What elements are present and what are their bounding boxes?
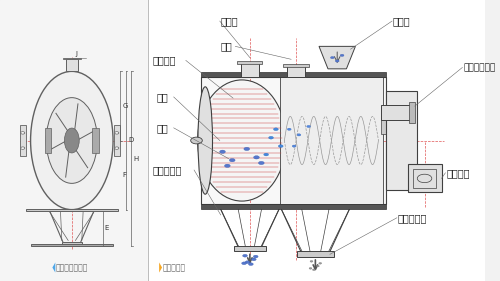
Circle shape (114, 132, 119, 134)
Bar (414, 169, 436, 188)
Circle shape (292, 145, 296, 147)
Polygon shape (52, 262, 56, 273)
Text: H: H (134, 156, 138, 162)
Circle shape (309, 268, 312, 269)
Circle shape (297, 134, 301, 136)
Ellipse shape (198, 87, 212, 194)
Circle shape (310, 260, 313, 262)
Bar (381, 119, 412, 134)
Text: 网架: 网架 (221, 41, 232, 51)
Bar (297, 251, 334, 257)
Circle shape (252, 258, 256, 261)
Circle shape (274, 128, 278, 131)
Text: E: E (105, 225, 109, 231)
Bar (202, 204, 386, 209)
Circle shape (220, 150, 226, 153)
Text: 除尘口: 除尘口 (221, 16, 238, 26)
Text: 粗料出料口: 粗料出料口 (153, 165, 182, 175)
Bar (44, 128, 51, 153)
Circle shape (190, 137, 202, 144)
Circle shape (258, 161, 264, 165)
Text: D: D (128, 137, 133, 144)
Circle shape (336, 60, 339, 62)
Bar (20, 125, 26, 156)
Text: 螺旋输送系统: 螺旋输送系统 (464, 63, 496, 72)
Text: 驱动电机: 驱动电机 (446, 168, 470, 178)
Circle shape (254, 255, 258, 258)
Polygon shape (159, 262, 162, 273)
Circle shape (242, 254, 248, 257)
Circle shape (248, 263, 254, 266)
Ellipse shape (46, 98, 98, 183)
Circle shape (20, 132, 25, 134)
Circle shape (230, 158, 235, 162)
Circle shape (330, 56, 334, 59)
Text: 主轴: 主轴 (156, 123, 168, 133)
Bar (381, 105, 412, 120)
Bar (114, 125, 119, 156)
Circle shape (242, 262, 246, 265)
Circle shape (288, 128, 291, 130)
Text: F: F (122, 172, 126, 178)
Bar (284, 64, 308, 67)
Bar (240, 62, 259, 77)
Bar (92, 128, 99, 153)
Ellipse shape (198, 80, 286, 201)
Circle shape (312, 269, 316, 271)
Circle shape (244, 147, 250, 151)
Circle shape (316, 265, 320, 267)
Circle shape (319, 262, 322, 264)
Circle shape (224, 164, 230, 167)
Bar (238, 61, 262, 64)
Text: G: G (122, 103, 128, 109)
Circle shape (306, 125, 310, 128)
Bar (202, 72, 386, 77)
Bar (386, 91, 418, 190)
Bar (66, 59, 78, 71)
Circle shape (278, 145, 283, 148)
Bar (234, 246, 266, 251)
Bar (148, 0, 485, 281)
Bar (408, 164, 442, 192)
Text: 进料口: 进料口 (393, 16, 410, 26)
Text: 外形尺寸示意图: 外形尺寸示意图 (56, 263, 88, 272)
Bar (409, 102, 415, 123)
Circle shape (254, 156, 260, 159)
Bar (286, 65, 305, 77)
Text: 风轮叶片: 风轮叶片 (153, 55, 176, 65)
Circle shape (340, 54, 344, 56)
Bar (280, 77, 384, 204)
Circle shape (268, 136, 274, 139)
Ellipse shape (64, 128, 79, 153)
Circle shape (20, 147, 25, 149)
Text: 结构示意图: 结构示意图 (162, 263, 186, 272)
Bar (202, 77, 386, 204)
Text: 细料出料口: 细料出料口 (398, 213, 427, 223)
Ellipse shape (30, 71, 113, 210)
Circle shape (114, 147, 119, 149)
Text: J: J (75, 51, 77, 57)
Circle shape (264, 153, 268, 156)
Text: 风轮: 风轮 (156, 92, 168, 102)
Bar (62, 242, 82, 245)
Bar (26, 209, 118, 210)
Polygon shape (319, 46, 356, 69)
Bar (30, 244, 113, 246)
Bar (0, 0, 148, 281)
Circle shape (245, 261, 250, 264)
Bar (62, 58, 81, 60)
